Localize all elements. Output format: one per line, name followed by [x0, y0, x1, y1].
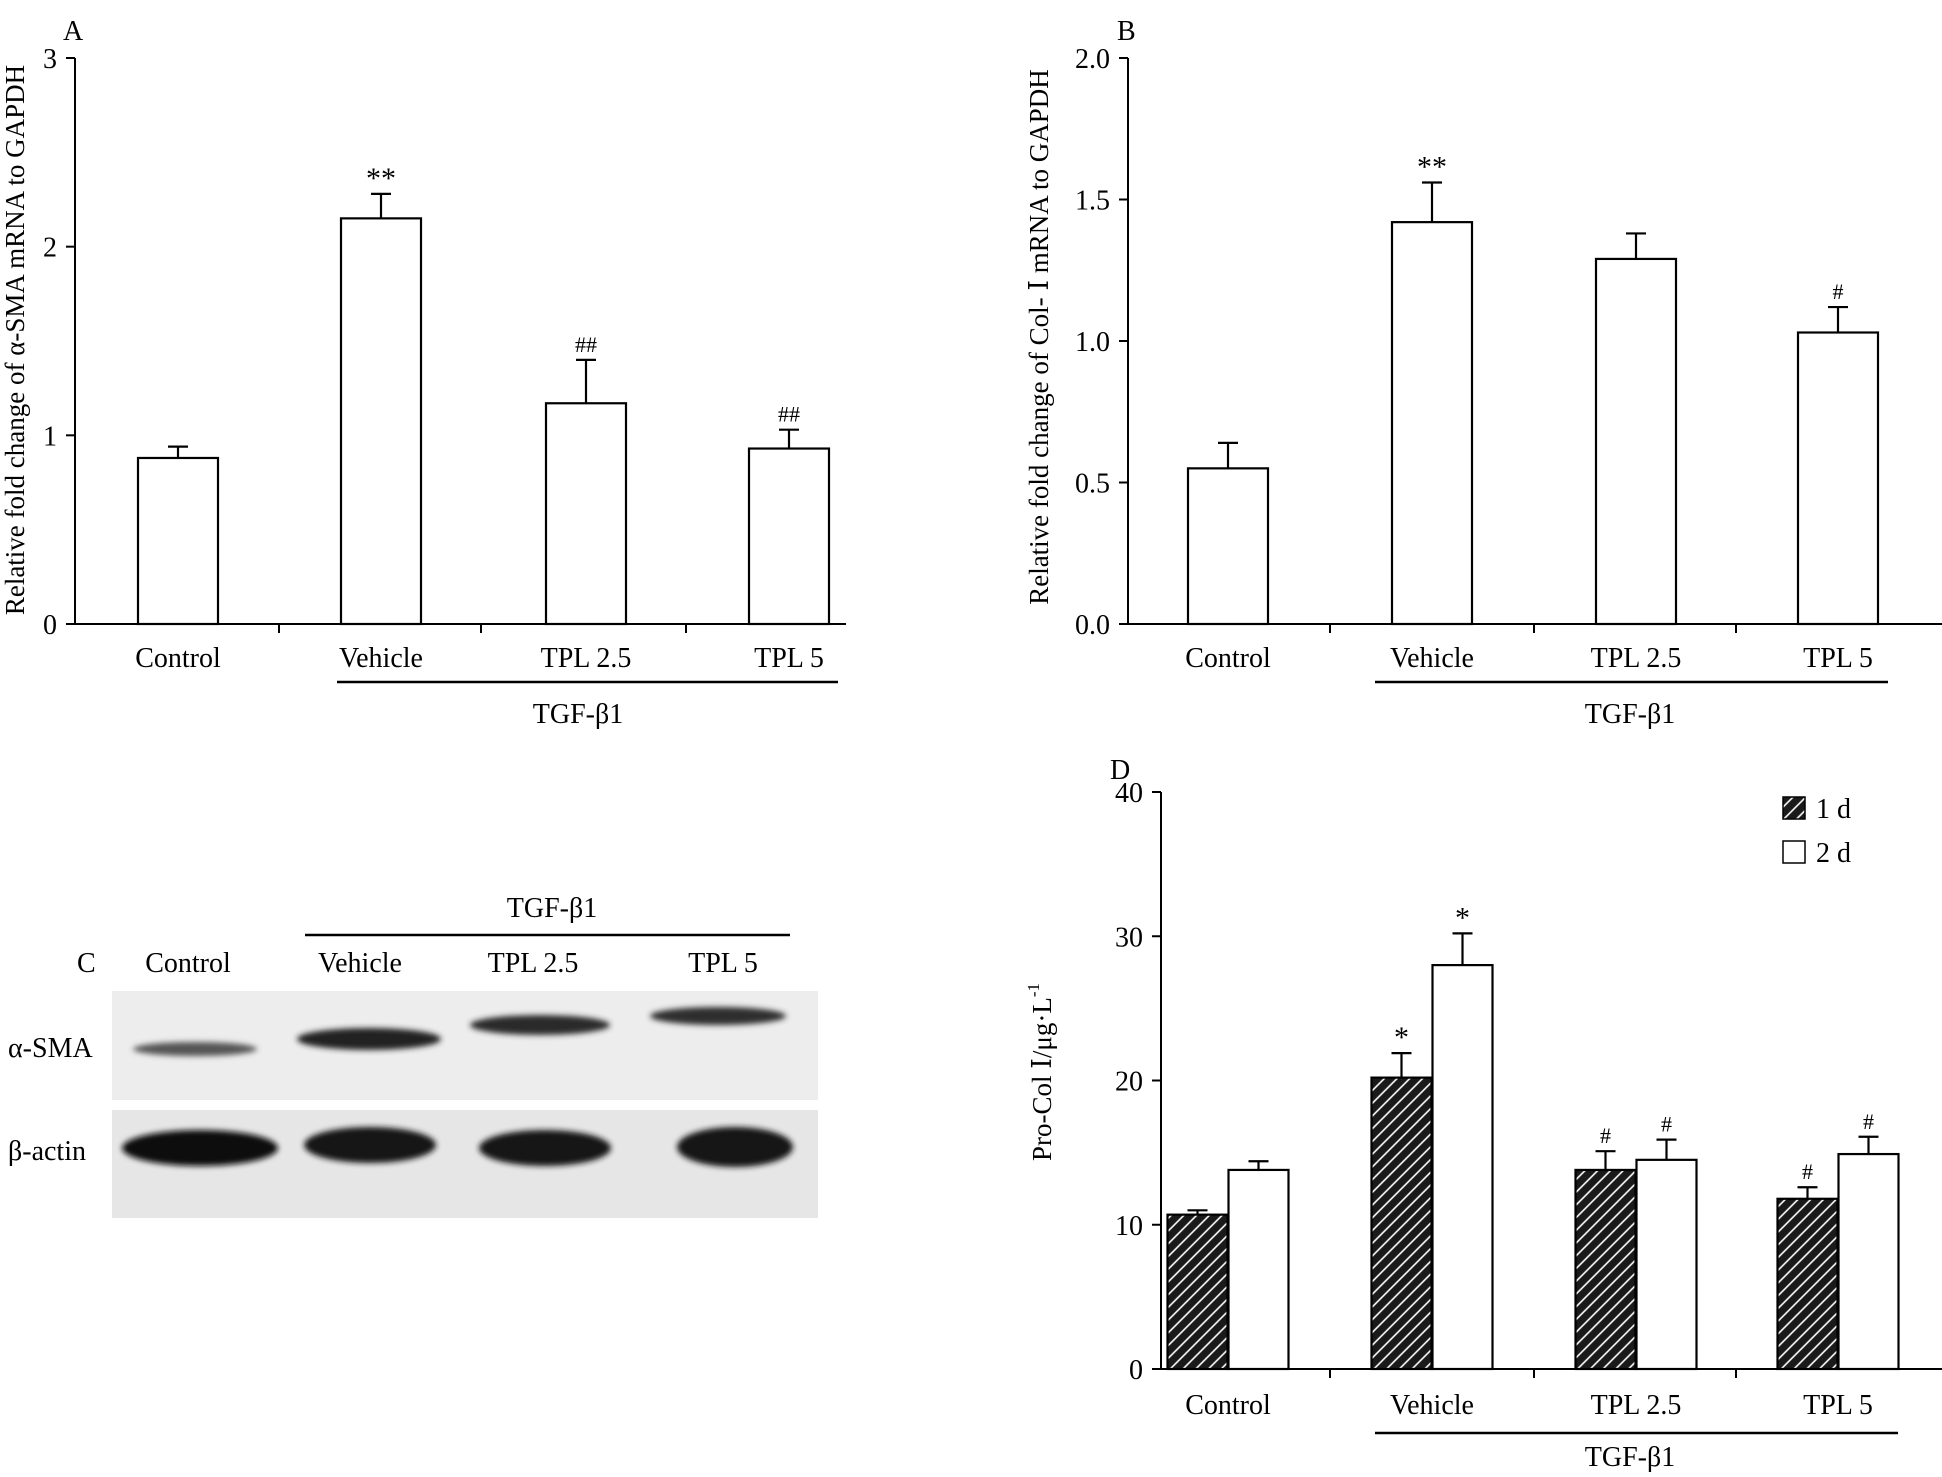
chart-d-y-tick-label: 40	[1115, 778, 1143, 809]
chart-d-y-tick-label: 20	[1115, 1067, 1143, 1098]
western-blot: TGF-β1 Control Vehicle TPL 2.5 TPL 5 α-S…	[8, 893, 818, 1218]
chart-d-ylabel-sup: -1	[1024, 983, 1043, 997]
chart-b-y-tick-label: 2.0	[1075, 44, 1110, 75]
chart-b-y-tick-label: 1.0	[1075, 327, 1110, 358]
chart-a-bar	[544, 402, 628, 626]
chart-b-group-label: TGF-β1	[1585, 699, 1675, 730]
chart-a-y-tick-label: 2	[43, 233, 57, 264]
blot-group-label: TGF-β1	[507, 893, 597, 924]
band-asma-tpl5	[650, 1007, 786, 1025]
legend-label-2d: 2 d	[1816, 838, 1851, 869]
chart-d-group-label: TGF-β1	[1585, 1442, 1675, 1473]
chart-a-category-label: TPL 5	[754, 643, 824, 674]
chart-d-bar-1d	[1166, 1213, 1229, 1371]
chart-a-bar	[747, 447, 831, 626]
chart-d-bar-1d	[1776, 1197, 1839, 1371]
chart-b-bar	[1594, 257, 1678, 626]
chart-d-bar-1d-annotation: #	[1802, 1159, 1813, 1184]
chart-d-bar-2d-annotation: *	[1455, 901, 1470, 934]
chart-d-category-label: Control	[1185, 1390, 1271, 1421]
chart-b-bar	[1796, 331, 1880, 626]
blot-row-label-asma: α-SMA	[8, 1033, 93, 1064]
chart-a-bar	[136, 456, 220, 626]
chart-b-ylabel: Relative fold change of Col- Ⅰ mRNA to G…	[1024, 69, 1054, 605]
legend-swatch-1d	[1782, 796, 1806, 820]
band-bactin-vehicle	[304, 1127, 436, 1163]
chart-d-ylabel-main: Pro-Col Ⅰ/μg·L	[1027, 997, 1057, 1161]
band-asma-control	[133, 1042, 257, 1056]
chart-d-legend: 1 d 2 d	[1782, 794, 1851, 869]
legend-label-1d: 1 d	[1816, 794, 1851, 825]
chart-a-bar	[339, 217, 423, 626]
blot-lane-tpl5: TPL 5	[688, 948, 758, 979]
chart-b-category-label: TPL 2.5	[1591, 643, 1682, 674]
chart-d-bar-1d-annotation: #	[1600, 1123, 1611, 1148]
chart-a-category-label: Vehicle	[339, 643, 423, 674]
chart-a-category-label: TPL 2.5	[541, 643, 632, 674]
chart-a-bar-annotation: ##	[778, 402, 800, 427]
band-bactin-tpl25	[479, 1130, 611, 1166]
chart-b-category-label: Control	[1185, 643, 1271, 674]
legend-swatch-2d	[1782, 840, 1806, 864]
panel-label-a: A	[63, 16, 84, 47]
blot-lane-vehicle: Vehicle	[318, 948, 402, 979]
chart-a-category-label: Control	[135, 643, 221, 674]
blot-lane-tpl25: TPL 2.5	[488, 948, 579, 979]
chart-a: Relative fold change of α-SMA mRNA to GA…	[0, 44, 846, 730]
blot-row-label-bactin: β-actin	[8, 1136, 86, 1167]
chart-b-category-label: Vehicle	[1390, 643, 1474, 674]
band-bactin-control	[122, 1130, 278, 1166]
chart-d-category-label: TPL 5	[1803, 1390, 1873, 1421]
chart-d-bar-1d-annotation: *	[1394, 1021, 1409, 1054]
chart-b-y-tick-label: 0.0	[1075, 610, 1110, 641]
chart-b: Relative fold change of Col- Ⅰ mRNA to G…	[1024, 44, 1942, 730]
chart-b-bar-annotation: **	[1417, 151, 1447, 184]
chart-a-bar-annotation: ##	[575, 332, 597, 357]
chart-b-category-label: TPL 5	[1803, 643, 1873, 674]
chart-b-bar	[1186, 467, 1270, 626]
chart-d-ylabel: Pro-Col Ⅰ/μg·L-1	[1024, 983, 1057, 1161]
chart-d-bar-2d	[1635, 1158, 1698, 1371]
band-asma-tpl25	[470, 1015, 610, 1035]
panel-label-c: C	[77, 948, 96, 979]
blot-lane-control: Control	[145, 948, 231, 979]
chart-d-bar-2d-annotation: #	[1863, 1109, 1874, 1134]
chart-d-bar-2d	[1837, 1152, 1900, 1371]
panel-label-b: B	[1117, 16, 1136, 47]
chart-d-bar-1d	[1370, 1076, 1433, 1371]
chart-a-y-tick-label: 0	[43, 610, 57, 641]
chart-d-bar-2d	[1227, 1168, 1290, 1371]
chart-a-y-tick-label: 1	[43, 421, 57, 452]
chart-a-group-label: TGF-β1	[533, 699, 623, 730]
chart-a-ylabel: Relative fold change of α-SMA mRNA to GA…	[0, 65, 30, 615]
band-bactin-tpl5	[677, 1127, 793, 1167]
chart-a-y-tick-label: 3	[43, 44, 57, 75]
chart-b-y-tick-label: 0.5	[1075, 469, 1110, 500]
chart-d-bar-2d	[1431, 963, 1494, 1371]
chart-d-category-label: Vehicle	[1390, 1390, 1474, 1421]
chart-d-y-tick-label: 0	[1129, 1355, 1143, 1386]
chart-b-y-tick-label: 1.5	[1075, 186, 1110, 217]
chart-d-category-label: TPL 2.5	[1591, 1390, 1682, 1421]
chart-b-bar-annotation: #	[1833, 279, 1844, 304]
panel-label-d: D	[1110, 755, 1130, 786]
chart-d-bar-1d	[1574, 1168, 1637, 1371]
chart-d-y-tick-label: 10	[1115, 1211, 1143, 1242]
band-asma-vehicle	[297, 1028, 441, 1050]
chart-d-bar-2d-annotation: #	[1661, 1112, 1672, 1137]
chart-d-y-tick-label: 30	[1115, 922, 1143, 953]
chart-a-bar-annotation: **	[366, 162, 396, 195]
chart-d: Pro-Col Ⅰ/μg·L-1 TGF-β1 1 d 2 d 0 10 20 30 4…	[1024, 778, 1942, 1473]
chart-b-bar	[1390, 221, 1474, 626]
